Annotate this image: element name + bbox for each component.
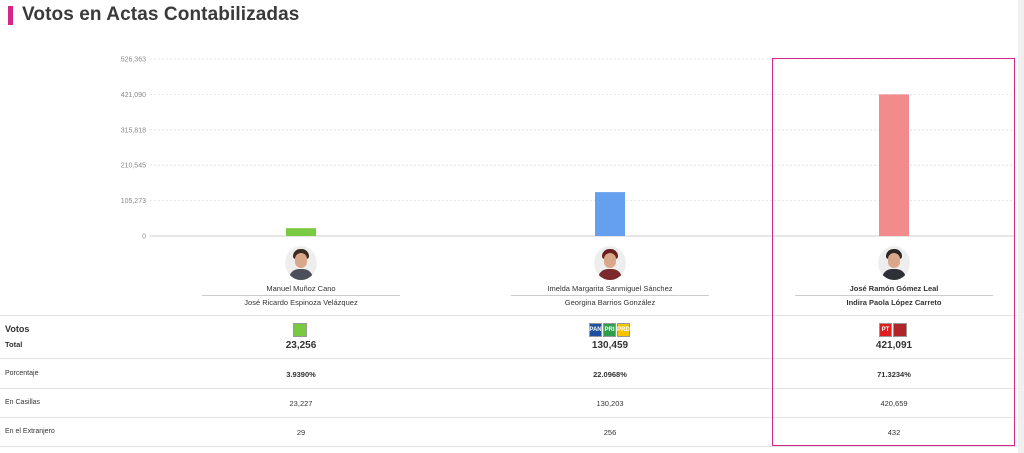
table-divider (0, 358, 1017, 359)
y-tick-label: 315,818 (121, 127, 146, 134)
casillas-label: En Casillas (5, 399, 41, 406)
candidate-card: José Ramón Gómez Leal Indira Paola López… (764, 246, 1024, 307)
candidate-card: Manuel Muñoz Cano José Ricardo Espinoza … (171, 246, 431, 307)
y-tick-label: 526,363 (121, 57, 146, 64)
party-logos (293, 323, 307, 337)
bar[interactable] (286, 228, 316, 236)
casillas-cell: 130,203 (596, 399, 624, 408)
casillas-cell: 23,227 (289, 399, 313, 408)
page-title: Votos en Actas Contabilizadas (22, 4, 300, 25)
party-logo: PRD (617, 323, 630, 337)
percentage-cell: 3.9390% (286, 370, 316, 379)
winner-highlight-box (772, 58, 1015, 446)
y-tick-label: 0 (142, 234, 146, 241)
candidate-photo (878, 246, 910, 280)
party-logo: PRI (603, 323, 616, 337)
bar[interactable] (879, 94, 909, 236)
candidate-substitute: José Ricardo Espinoza Velázquez (244, 298, 358, 307)
total-votes-cell: 130,459 (591, 340, 629, 351)
y-tick-label: 105,273 (121, 198, 146, 205)
table-divider (0, 315, 1017, 316)
percentage-cell: 71.3234% (877, 370, 911, 379)
party-logos: PAN PRI PRD (589, 323, 630, 337)
porcentaje-label: Porcentaje (5, 370, 39, 377)
table-divider (0, 417, 1017, 418)
casillas-cell: 420,659 (880, 399, 908, 408)
divider (202, 295, 400, 296)
percentage-cell: 22.0968% (593, 370, 627, 379)
total-label: Total (5, 340, 23, 349)
candidate-card: Imelda Margarita Sanmiguel Sánchez Georg… (480, 246, 740, 307)
candidate-substitute: Indira Paola López Carreto (846, 298, 942, 307)
table-divider (0, 388, 1017, 389)
extranjero-cell: 432 (887, 428, 901, 437)
candidate-name: Manuel Muñoz Cano (266, 284, 336, 293)
total-votes-cell: 23,256 (285, 340, 317, 351)
bar[interactable] (595, 192, 625, 236)
candidate-name: Imelda Margarita Sanmiguel Sánchez (547, 284, 673, 293)
y-tick-label: 210,545 (121, 163, 146, 170)
party-logos: PT (879, 323, 907, 337)
scrollbar-track[interactable] (1018, 0, 1024, 453)
bar-chart: 526,363 421,090 315,818 210,545 105,273 0 (121, 57, 1015, 241)
candidate-photo (285, 246, 317, 280)
extranjero-cell: 256 (603, 428, 617, 437)
title-accent-bar (8, 6, 13, 25)
votos-label: Votos (5, 324, 30, 334)
total-votes-cell: 421,091 (875, 340, 913, 351)
table-divider (0, 446, 1017, 447)
y-tick-label: 421,090 (121, 92, 146, 99)
party-logo (893, 323, 907, 337)
extranjero-cell: 29 (296, 428, 306, 437)
party-logo: PAN (589, 323, 602, 337)
divider (795, 295, 993, 296)
extranjero-label: En el Extranjero (5, 428, 55, 435)
party-logo: PT (879, 323, 892, 337)
candidate-substitute: Georgina Barrios González (564, 298, 656, 307)
party-logo (293, 323, 307, 337)
candidate-photo (594, 246, 626, 280)
divider (511, 295, 709, 296)
candidate-name: José Ramón Gómez Leal (849, 284, 939, 293)
